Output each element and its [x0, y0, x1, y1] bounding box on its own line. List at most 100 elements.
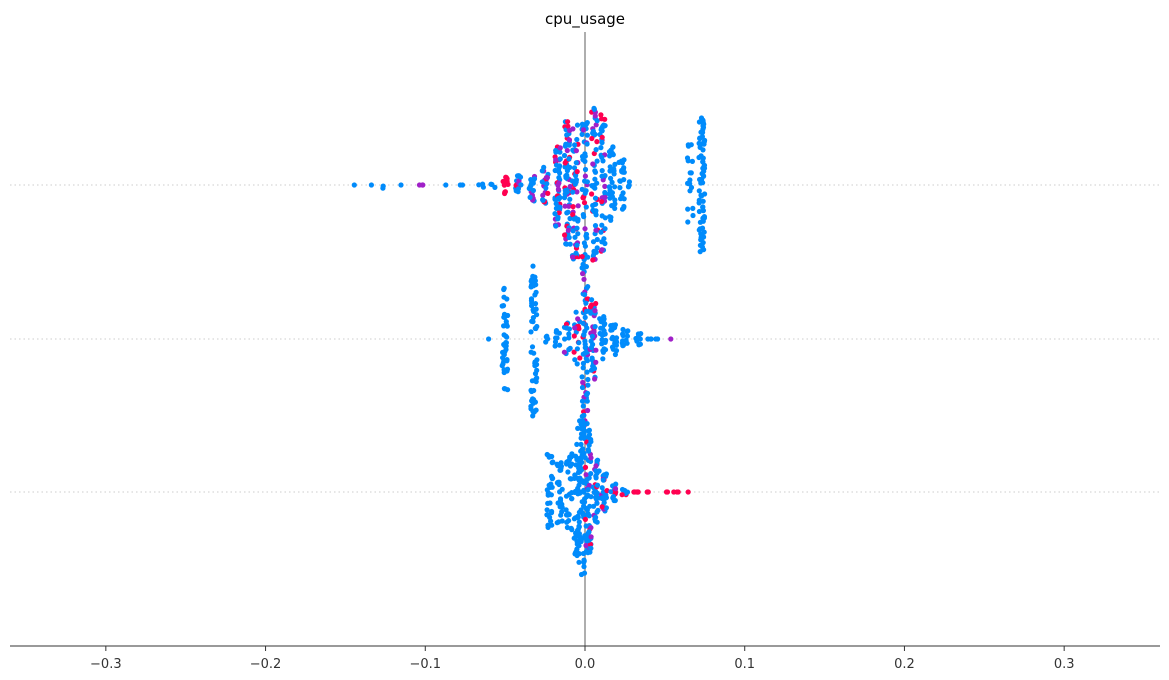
shap-point	[549, 453, 555, 460]
shap-point	[530, 283, 537, 289]
shap-point	[566, 511, 572, 518]
shap-point	[544, 487, 550, 493]
shap-point	[499, 363, 505, 369]
shap-point	[550, 459, 556, 465]
x-tick-label: 0.1	[734, 657, 755, 672]
shap-point	[504, 358, 510, 364]
shap-point	[489, 181, 495, 188]
shap-point	[594, 482, 601, 488]
shap-point	[687, 170, 693, 176]
shap-point	[569, 178, 576, 184]
shap-point	[624, 340, 630, 346]
shap-point	[582, 338, 588, 344]
shap-point	[699, 244, 706, 250]
shap-point	[619, 492, 625, 498]
shap-point	[566, 331, 572, 337]
shap-point	[570, 204, 576, 210]
shap-point	[610, 144, 616, 150]
shap-point	[579, 121, 586, 127]
shap-point	[685, 206, 691, 212]
shap-point	[351, 182, 357, 188]
shap-point	[698, 129, 704, 135]
shap-point	[591, 329, 597, 335]
shap-point	[575, 485, 581, 491]
shap-point	[583, 535, 589, 542]
shap-point	[530, 413, 536, 419]
shap-point	[567, 183, 573, 190]
shap-point	[602, 339, 608, 345]
shap-point	[528, 181, 534, 187]
shap-point	[528, 329, 534, 335]
shap-point	[570, 254, 576, 260]
shap-point	[701, 141, 707, 147]
shap-point	[580, 365, 586, 371]
shap-point	[590, 239, 597, 245]
shap-point	[562, 203, 568, 209]
shap-point	[532, 301, 539, 307]
shap-point	[619, 486, 626, 493]
shap-point	[621, 177, 627, 183]
shap-point	[621, 196, 627, 202]
shap-point	[416, 182, 423, 188]
shap-point	[572, 325, 578, 331]
shap-point	[557, 489, 563, 495]
shap-point	[594, 500, 600, 506]
shap-point	[579, 398, 586, 404]
shap-point	[566, 346, 572, 353]
shap-point	[571, 349, 577, 355]
shap-point	[501, 386, 507, 392]
shap-point	[573, 453, 579, 459]
shap-point	[555, 216, 561, 222]
shap-point	[702, 191, 708, 197]
chart-title: cpu_usage	[545, 10, 625, 29]
shap-point	[577, 355, 583, 361]
shap-point	[583, 204, 589, 210]
shap-point	[583, 472, 589, 478]
shap-point	[599, 247, 605, 253]
shap-point	[571, 333, 577, 339]
shap-point	[564, 325, 570, 331]
shap-point	[593, 300, 599, 307]
shap-point	[570, 212, 576, 218]
shap-point	[655, 336, 661, 342]
shap-point	[590, 161, 596, 167]
shap-point	[398, 182, 404, 188]
shap-point	[596, 468, 602, 474]
shap-point	[555, 186, 562, 192]
shap-point	[582, 314, 588, 320]
shap-point	[613, 335, 620, 341]
shap-point	[591, 208, 597, 215]
shap-point	[595, 457, 601, 463]
shap-point	[557, 145, 563, 151]
shap-point	[544, 507, 550, 513]
shap-point	[591, 248, 597, 254]
shap-point	[581, 450, 587, 456]
shap-point	[583, 233, 589, 239]
shap-point	[566, 137, 573, 143]
shap-point	[624, 329, 630, 335]
shap-point	[591, 503, 597, 509]
shap-point	[593, 473, 599, 479]
shap-point	[696, 154, 702, 161]
shap-point	[612, 497, 618, 504]
shap-point	[553, 157, 559, 163]
shap-point	[701, 168, 707, 174]
shap-point	[601, 346, 607, 352]
shap-point	[530, 396, 536, 402]
shap-point	[601, 500, 607, 506]
shap-point	[540, 197, 546, 203]
shap-point	[698, 231, 704, 237]
shap-point	[582, 243, 589, 249]
shap-point	[697, 144, 703, 150]
shap-point	[689, 158, 696, 164]
shap-point	[601, 328, 607, 334]
shap-point	[564, 168, 571, 174]
shap-point	[599, 154, 605, 160]
shap-point	[599, 134, 605, 140]
shap-point	[480, 181, 486, 187]
shap-point	[567, 241, 573, 247]
shap-point	[581, 200, 588, 206]
shap-point	[602, 189, 608, 196]
shap-point	[457, 182, 463, 188]
